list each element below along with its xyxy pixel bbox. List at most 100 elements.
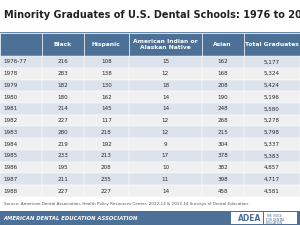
Text: 283: 283 [57,71,68,76]
Text: 211: 211 [57,177,68,182]
Text: 5,196: 5,196 [264,95,280,100]
Text: 162: 162 [101,95,112,100]
Text: 248: 248 [218,106,228,111]
Text: 130: 130 [101,83,112,88]
Text: American Indian or
Alaskan Native: American Indian or Alaskan Native [133,39,198,50]
Bar [0,185,42,197]
Text: Total Graduates: Total Graduates [245,42,299,47]
Bar [202,126,244,138]
Bar [42,150,84,162]
Text: 180: 180 [57,95,68,100]
Text: 378: 378 [218,153,228,158]
Bar [42,80,84,91]
Text: 1988: 1988 [4,189,18,194]
Text: 227: 227 [57,118,68,123]
Text: 14: 14 [162,189,169,194]
Bar [42,68,84,80]
Bar [244,150,300,162]
Bar [84,68,129,80]
Bar [129,150,202,162]
Bar [129,33,202,56]
Text: 398: 398 [218,177,228,182]
Text: 216: 216 [57,59,68,64]
Text: 5,278: 5,278 [264,118,280,123]
Text: 138: 138 [101,71,112,76]
Text: Minority Graduates of U.S. Dental Schools: 1976 to 2014 (1 of 3): Minority Graduates of U.S. Dental School… [4,10,300,20]
Bar [0,138,42,150]
Text: EDUCATION: EDUCATION [266,221,283,225]
Bar [129,185,202,197]
Bar [244,103,300,115]
Bar [42,103,84,115]
Bar [84,56,129,68]
Text: 12: 12 [162,71,169,76]
Bar [129,91,202,103]
Bar [244,33,300,56]
Text: 219: 219 [57,142,68,146]
Bar [244,173,300,185]
Bar [129,115,202,126]
Text: 268: 268 [218,118,228,123]
Text: Black: Black [54,42,72,47]
Bar [0,162,42,173]
Bar [202,103,244,115]
Text: 213: 213 [101,153,112,158]
Text: 382: 382 [218,165,228,170]
Text: FOR DENTAL: FOR DENTAL [266,218,284,222]
Text: 208: 208 [101,165,112,170]
Bar [129,80,202,91]
Bar [0,150,42,162]
Bar [84,162,129,173]
Bar [42,91,84,103]
Bar [202,68,244,80]
Bar [84,80,129,91]
Bar [42,126,84,138]
Bar [129,173,202,185]
Bar [0,126,42,138]
Bar [84,33,129,56]
Bar [84,115,129,126]
Text: 192: 192 [101,142,112,146]
Text: 17: 17 [162,153,169,158]
Bar [129,103,202,115]
Bar [202,56,244,68]
Bar [244,115,300,126]
Text: 117: 117 [101,118,112,123]
Text: 18: 18 [162,83,169,88]
Text: 14: 14 [162,95,169,100]
Bar [42,33,84,56]
Text: 4,717: 4,717 [264,177,280,182]
Text: 5,177: 5,177 [264,59,280,64]
Text: 218: 218 [101,130,112,135]
Text: Source: American Dental Association, Health Policy Resources Center, 2012-13 & 2: Source: American Dental Association, Hea… [4,202,249,206]
Bar [84,103,129,115]
Bar [202,80,244,91]
Bar [42,185,84,197]
Text: 4,857: 4,857 [264,165,280,170]
Bar [202,91,244,103]
Bar [202,33,244,56]
Text: 5,383: 5,383 [264,153,280,158]
Bar [42,115,84,126]
Text: 1987: 1987 [4,177,18,182]
Text: 1979: 1979 [4,83,18,88]
Bar [129,162,202,173]
Bar [202,185,244,197]
Text: 1984: 1984 [4,142,18,146]
Text: 182: 182 [57,83,68,88]
Text: 214: 214 [57,106,68,111]
Bar [202,162,244,173]
Bar [42,56,84,68]
Bar [0,103,42,115]
Text: 5,324: 5,324 [264,71,280,76]
Text: 1981: 1981 [4,106,18,111]
Bar [84,150,129,162]
Text: 208: 208 [218,83,228,88]
Text: 458: 458 [218,189,228,194]
Text: Asian: Asian [213,42,232,47]
Text: 4,581: 4,581 [264,189,280,194]
Bar [0,91,42,103]
Bar [202,115,244,126]
Text: 5,798: 5,798 [264,130,280,135]
Text: 14: 14 [162,106,169,111]
